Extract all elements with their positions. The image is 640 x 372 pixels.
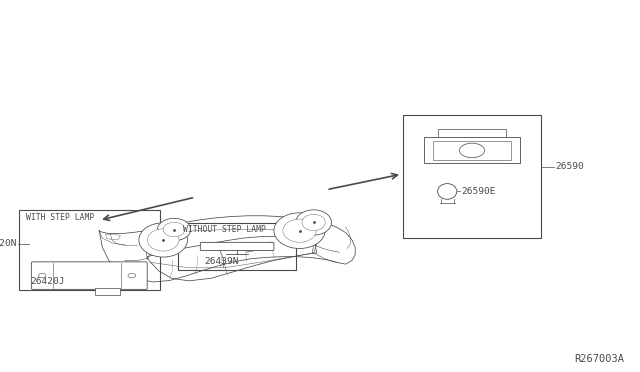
Ellipse shape [163,222,185,237]
Ellipse shape [274,213,325,248]
Text: R267003A: R267003A [574,354,624,364]
Text: WITH STEP LAMP: WITH STEP LAMP [26,213,94,222]
Text: 26420J: 26420J [31,277,65,286]
Text: 26590: 26590 [555,163,584,171]
Ellipse shape [438,184,457,199]
Text: WITHOUT STEP LAMP: WITHOUT STEP LAMP [183,225,266,234]
Ellipse shape [147,229,179,251]
Ellipse shape [157,218,191,241]
Text: 26439N: 26439N [204,257,239,266]
Circle shape [128,273,136,278]
Ellipse shape [283,219,316,242]
Bar [403,115,541,238]
Bar [178,223,296,270]
Bar [95,288,120,295]
Ellipse shape [139,223,188,257]
Ellipse shape [302,214,325,231]
FancyBboxPatch shape [200,243,274,251]
FancyBboxPatch shape [31,262,147,289]
Bar [424,137,520,163]
Ellipse shape [296,210,332,235]
Circle shape [38,273,46,278]
Circle shape [460,143,484,158]
Text: 26590E: 26590E [461,187,496,196]
Bar [433,141,511,160]
Bar [438,129,506,137]
Text: 26420N: 26420N [0,239,17,248]
Bar [19,210,160,290]
